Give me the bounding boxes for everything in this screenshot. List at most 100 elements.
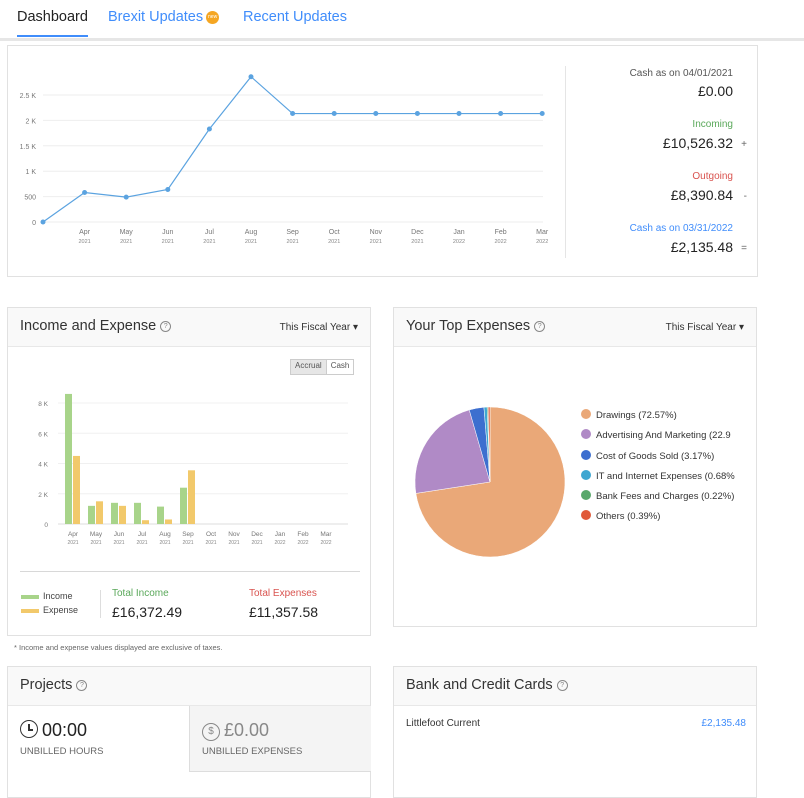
incoming-value: £10,526.32 <box>662 135 733 151</box>
tax-footnote: * Income and expense values displayed ar… <box>14 643 223 652</box>
pie-legend-item: Advertising And Marketing (22.9 <box>581 429 746 449</box>
unbilled-expenses-label: UNBILLED EXPENSES <box>202 746 303 757</box>
ie-bar-income <box>134 502 141 524</box>
total-expenses-label: Total Expenses <box>249 588 317 599</box>
tab-brexit-updates[interactable]: Brexit Updates new <box>108 9 220 25</box>
ie-x-tick-year: 2021 <box>90 540 101 546</box>
incoming-label: Incoming <box>692 119 733 130</box>
top-expenses-pie <box>414 406 566 558</box>
pie-legend-label: Bank Fees and Charges (0.22%) <box>596 491 735 503</box>
legend-income-swatch <box>21 594 39 599</box>
cash-flow-card: 0 500 1 K 1.5 K 2 K 2.5 K Apr 2021 May 2021 Jun 202… <box>7 45 758 277</box>
top-expenses-header: Your Top Expenses? This Fiscal Year ▾ <box>394 308 756 347</box>
help-icon[interactable]: ? <box>160 320 172 332</box>
projects-header: Projects? <box>8 667 370 706</box>
help-icon[interactable]: ? <box>76 679 88 691</box>
accrual-toggle[interactable]: Accrual <box>291 360 326 374</box>
cf-point <box>414 111 420 117</box>
ie-bar-income <box>65 393 72 524</box>
cf-y-tick: 1.5 K <box>20 144 37 151</box>
ie-x-tick-month: Apr <box>68 531 79 538</box>
cf-x-tick-year: 2021 <box>286 239 298 245</box>
pie-slice <box>414 409 491 494</box>
pie-slice <box>487 406 491 483</box>
pie-legend-label: Others (0.39%) <box>596 511 661 523</box>
cf-point <box>331 111 337 117</box>
cf-x-tick-month: Dec <box>411 229 424 236</box>
bank-account-name[interactable]: Littlefoot Current <box>406 718 480 729</box>
unbilled-hours-panel: 00:00 UNBILLED HOURS <box>8 706 188 797</box>
cf-x-tick-year: 2021 <box>162 239 174 245</box>
total-expenses-value: £11,357.58 <box>249 604 319 620</box>
cf-point <box>165 186 171 192</box>
income-expense-title: Income and Expense? <box>20 318 172 334</box>
cf-point <box>539 111 545 117</box>
cf-x-tick-month: Nov <box>370 229 383 236</box>
cf-x-tick-year: 2022 <box>536 239 548 245</box>
cf-y-tick: 2 K <box>25 118 36 125</box>
cf-x-tick-year: 2021 <box>411 239 423 245</box>
cf-point <box>248 74 254 80</box>
cash-toggle[interactable]: Cash <box>325 360 354 374</box>
outgoing-value: £8,390.84 <box>670 187 733 203</box>
tab-dashboard[interactable]: Dashboard <box>17 9 88 37</box>
cf-x-tick-year: 2022 <box>494 239 506 245</box>
cash-start-label: Cash as on 04/01/2021 <box>629 68 733 79</box>
ie-bar-expense <box>188 470 195 524</box>
total-income-value: £16,372.49 <box>112 604 183 620</box>
cf-x-tick-month: May <box>120 229 134 236</box>
income-expense-period-dropdown[interactable]: This Fiscal Year ▾ <box>279 322 358 333</box>
cf-point <box>373 111 379 117</box>
cf-y-tick: 500 <box>24 195 36 202</box>
ie-x-tick-month: Aug <box>159 531 171 538</box>
cf-y-tick: 0 <box>32 220 36 227</box>
ie-x-tick-year: 2021 <box>159 540 170 546</box>
projects-title-text: Projects <box>20 677 73 693</box>
cf-x-tick-year: 2021 <box>328 239 340 245</box>
pie-legend: Drawings (72.57%) Advertising And Marketi… <box>581 409 746 531</box>
top-expenses-period-dropdown[interactable]: This Fiscal Year ▾ <box>665 322 744 333</box>
ie-x-tick-year: 2021 <box>205 540 216 546</box>
unbilled-hours-label: UNBILLED HOURS <box>20 746 104 757</box>
cf-series-line <box>42 75 543 223</box>
ie-bar-income <box>180 487 187 524</box>
cf-point <box>290 111 296 117</box>
incoming-sign: + <box>741 139 747 150</box>
cf-y-tick: 2.5 K <box>20 93 37 100</box>
cash-start-value: £0.00 <box>697 83 733 99</box>
help-icon[interactable]: ? <box>534 320 546 332</box>
new-badge: new <box>206 10 220 24</box>
legend-expense-swatch <box>21 608 39 613</box>
ie-x-tick-month: Oct <box>206 531 216 538</box>
cash-end-sign: = <box>741 243 747 254</box>
unbilled-expenses-row: $ £0.00 <box>202 720 269 741</box>
ie-x-tick-month: Jun <box>114 531 125 538</box>
pie-legend-item: Bank Fees and Charges (0.22%) <box>581 490 746 510</box>
cf-x-tick-month: Sep <box>286 229 299 236</box>
cf-x-tick-year: 2021 <box>203 239 215 245</box>
cf-y-tick: 1 K <box>25 169 36 176</box>
clock-icon <box>20 720 38 738</box>
cf-point <box>123 194 129 200</box>
tab-recent-updates[interactable]: Recent Updates <box>243 9 347 25</box>
ie-x-tick-year: 2021 <box>228 540 239 546</box>
cf-x-tick-year: 2021 <box>120 239 132 245</box>
pie-legend-label: Advertising And Marketing (22.9 <box>596 430 731 442</box>
cf-point <box>456 111 462 117</box>
ie-x-tick-year: 2022 <box>274 540 285 546</box>
cf-x-tick-month: Feb <box>495 229 507 236</box>
help-icon[interactable]: ? <box>556 679 568 691</box>
legend-income: Income <box>21 591 73 601</box>
bank-account-balance[interactable]: £2,135.48 <box>701 718 747 729</box>
unbilled-expenses-panel: $ £0.00 UNBILLED EXPENSES <box>189 706 371 772</box>
income-expense-card: Income and Expense? This Fiscal Year ▾ A… <box>7 307 371 636</box>
cash-flow-chart: 0 500 1 K 1.5 K 2 K 2.5 K Apr 2021 May 2021 Jun 202… <box>20 74 549 245</box>
legend-income-label: Income <box>43 591 73 601</box>
tab-bar: Dashboard Brexit Updates new Recent Updat… <box>0 0 804 41</box>
ie-x-tick-month: Jan <box>275 531 286 538</box>
cf-x-tick-month: Oct <box>329 229 340 236</box>
top-expenses-title: Your Top Expenses? <box>406 318 546 334</box>
legend-expense: Expense <box>21 605 78 615</box>
top-expenses-title-text: Your Top Expenses <box>406 318 531 334</box>
unbilled-expenses-value: £0.00 <box>224 720 270 740</box>
